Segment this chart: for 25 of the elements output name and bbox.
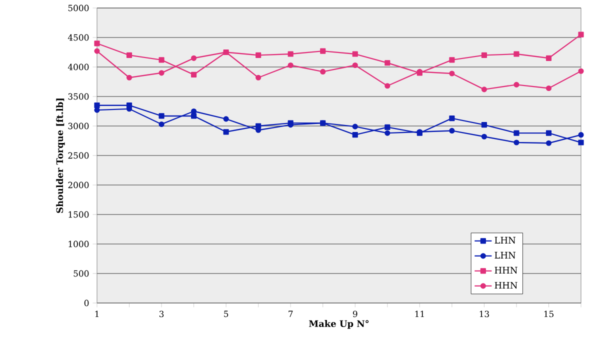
y-tick-label: 5000 [68, 4, 89, 12]
x-tick-label: 13 [480, 310, 489, 318]
y-axis-title: Shoulder Torque [ft.lb] [56, 98, 65, 213]
legend-label: LHN [494, 236, 516, 244]
y-tick-label: 2000 [68, 182, 89, 188]
y-tick-label: 4000 [68, 64, 89, 70]
x-axis-title: Make Up N° [309, 320, 369, 329]
x-tick-label: 7 [288, 310, 293, 317]
legend-label: HHN [494, 282, 518, 289]
y-tick-label: 3500 [68, 93, 89, 100]
y-tick-label: 500 [74, 270, 89, 277]
legend-label: HHN [494, 266, 518, 274]
y-tick-label: 4500 [68, 34, 89, 41]
y-tick-label: 1500 [68, 211, 89, 218]
y-tick-label: 1000 [68, 240, 89, 248]
y-tick-label: 0 [84, 300, 89, 306]
x-tick-label: 5 [224, 310, 228, 318]
y-tick-label: 3000 [68, 122, 89, 130]
x-tick-label: 9 [352, 310, 358, 318]
x-tick-label: 11 [415, 310, 424, 318]
x-tick-label: 1 [95, 310, 98, 318]
legend-label: LHN [494, 252, 516, 259]
x-tick-label: 15 [544, 310, 554, 318]
y-tick-label: 2500 [68, 152, 89, 159]
x-tick-label: 3 [159, 310, 164, 318]
